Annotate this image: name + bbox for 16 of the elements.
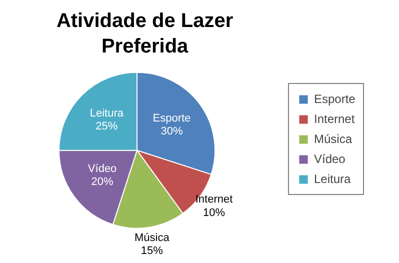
slice-label: Internet — [195, 194, 233, 206]
data-label: 30% — [160, 126, 183, 138]
data-label: 20% — [91, 176, 114, 188]
slice-label: Vídeo — [88, 162, 117, 175]
slice-label: Música — [134, 232, 170, 244]
legend-label: Esporte — [314, 92, 356, 106]
data-label: 15% — [140, 244, 164, 257]
legend-label: Internet — [314, 112, 355, 126]
data-label: 10% — [202, 206, 226, 219]
chart-title: Atividade de Lazer Preferida — [56, 10, 234, 58]
slice-label: Esporte — [152, 112, 191, 125]
data-label: 25% — [96, 120, 118, 133]
legend-label: Música — [314, 132, 352, 146]
legend-label: Vídeo — [314, 152, 346, 166]
legend-label: Leitura — [314, 172, 351, 186]
slice-label: Leitura — [90, 107, 124, 120]
